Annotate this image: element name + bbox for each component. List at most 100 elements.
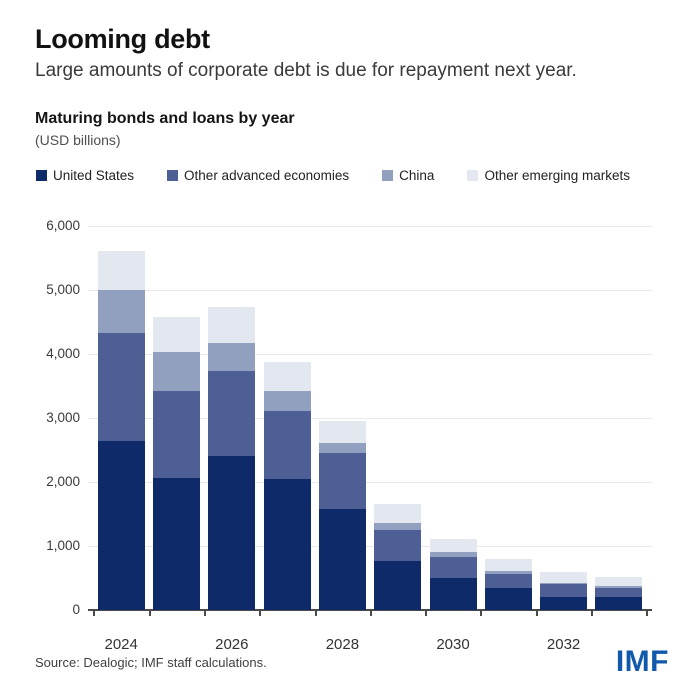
x-axis-tick-label: 2024 <box>104 636 138 653</box>
bar-segment-united-states <box>429 577 477 610</box>
bar-2032 <box>540 572 588 610</box>
bar-segment-other-advanced-economies <box>153 390 200 478</box>
x-axis-tick <box>480 610 483 616</box>
stacked-bar-chart-plot-area <box>88 226 652 616</box>
gridline <box>88 290 652 291</box>
x-axis-tick <box>369 610 372 616</box>
legend-swatch-united-states <box>36 170 47 181</box>
bar-segment-united-states <box>208 455 256 610</box>
y-axis-tick-label: 2,000 <box>46 474 80 489</box>
bar-segment-other-advanced-economies <box>208 370 256 456</box>
bar-segment-united-states <box>97 441 145 610</box>
bar-segment-united-states <box>540 596 588 610</box>
x-axis-tick <box>646 610 649 616</box>
bar-segment-united-states <box>595 597 643 610</box>
bar-2025 <box>153 317 200 610</box>
bar-2026 <box>208 306 256 610</box>
x-axis-tick <box>93 610 96 616</box>
bar-segment-other-emerging-markets <box>208 306 256 344</box>
gridline <box>88 418 652 419</box>
bar-2030 <box>429 539 477 610</box>
legend-swatch-other-emerging-markets <box>467 170 479 181</box>
legend-swatch-china <box>382 170 394 181</box>
legend-label-other-emerging-markets: Other emerging markets <box>484 168 630 183</box>
bar-segment-other-emerging-markets <box>374 504 422 524</box>
bar-segment-united-states <box>374 561 422 610</box>
x-axis-tick <box>148 610 151 616</box>
legend-item-united-states: United States <box>36 168 134 183</box>
bar-segment-other-emerging-markets <box>484 558 532 571</box>
y-axis-tick-label: 5,000 <box>46 282 80 297</box>
legend-swatch-other-advanced-economies <box>167 170 179 181</box>
gridline <box>88 482 652 483</box>
x-axis-tick-label: 2032 <box>546 636 581 653</box>
bar-segment-united-states <box>263 479 311 610</box>
bar-segment-other-advanced-economies <box>374 530 422 562</box>
page-subtitle: Large amounts of corporate debt is due f… <box>35 60 577 81</box>
legend-label-united-states: United States <box>53 168 135 183</box>
bar-segment-china <box>540 582 588 585</box>
bar-2024 <box>97 250 145 610</box>
legend-item-other-emerging-markets: Other emerging markets <box>467 168 630 183</box>
imf-logo: IMF <box>615 645 669 678</box>
legend-label-china: China <box>399 168 435 183</box>
bar-2028 <box>318 420 366 610</box>
x-axis-tick <box>314 610 317 616</box>
x-axis-tick-label: 2030 <box>436 636 470 653</box>
bar-segment-other-emerging-markets <box>540 572 588 583</box>
chart-title: Maturing bonds and loans by year <box>35 110 295 127</box>
bar-segment-other-advanced-economies <box>97 332 145 442</box>
x-axis-tick <box>535 610 538 616</box>
source-note: Source: Dealogic; IMF staff calculations… <box>35 655 267 670</box>
gridline <box>88 546 652 547</box>
bar-segment-other-emerging-markets <box>318 420 366 444</box>
bar-segment-china <box>318 443 366 454</box>
bar-segment-china <box>97 290 145 333</box>
bar-segment-china <box>595 586 643 588</box>
x-axis-tick <box>425 610 428 616</box>
x-axis-tick <box>203 610 206 616</box>
x-axis-tick-label: 2028 <box>325 636 360 653</box>
y-axis-tick-label: 1,000 <box>46 538 80 553</box>
x-axis-tick-label: 2026 <box>215 636 249 653</box>
legend-label-other-advanced-economies: Other advanced economies <box>184 168 350 183</box>
bar-segment-china <box>153 351 200 391</box>
bar-segment-other-emerging-markets <box>595 577 643 587</box>
bar-segment-other-advanced-economies <box>318 453 366 510</box>
bar-2031 <box>484 558 532 610</box>
bar-segment-other-emerging-markets <box>429 539 477 552</box>
bar-segment-other-advanced-economies <box>595 587 643 598</box>
y-axis-tick-label: 4,000 <box>46 346 80 361</box>
bar-segment-china <box>429 551 477 557</box>
gridline <box>88 354 652 355</box>
bar-2027 <box>263 362 311 610</box>
bar-segment-other-emerging-markets <box>263 362 311 392</box>
legend-item-other-advanced-economies: Other advanced economies <box>167 168 349 183</box>
bar-segment-china <box>484 570 532 575</box>
bar-segment-other-advanced-economies <box>263 410 311 480</box>
page-title: Looming debt <box>35 24 210 54</box>
bar-segment-other-advanced-economies <box>484 574 532 589</box>
y-axis-tick-label: 6,000 <box>46 218 80 233</box>
bar-segment-china <box>374 523 422 531</box>
bar-2033 <box>595 577 643 610</box>
bar-segment-china <box>208 343 256 371</box>
y-axis-tick-label: 0 <box>72 602 80 617</box>
bar-segment-united-states <box>484 588 532 610</box>
bar-segment-other-emerging-markets <box>97 250 145 291</box>
chart-legend: United States Other advanced economies C… <box>36 168 630 183</box>
x-axis-tick <box>259 610 262 616</box>
bar-segment-united-states <box>318 509 366 610</box>
chart-unit-label: (USD billions) <box>35 132 121 148</box>
bar-segment-other-advanced-economies <box>429 556 477 578</box>
bar-segment-united-states <box>153 477 200 610</box>
gridline <box>88 226 652 227</box>
legend-item-china: China <box>382 168 434 183</box>
bar-segment-china <box>263 391 311 411</box>
bar-segment-other-advanced-economies <box>540 584 588 597</box>
y-axis-tick-label: 3,000 <box>46 410 80 425</box>
bar-segment-other-emerging-markets <box>153 317 200 352</box>
x-axis-tick <box>591 610 593 616</box>
bar-2029 <box>374 504 422 610</box>
